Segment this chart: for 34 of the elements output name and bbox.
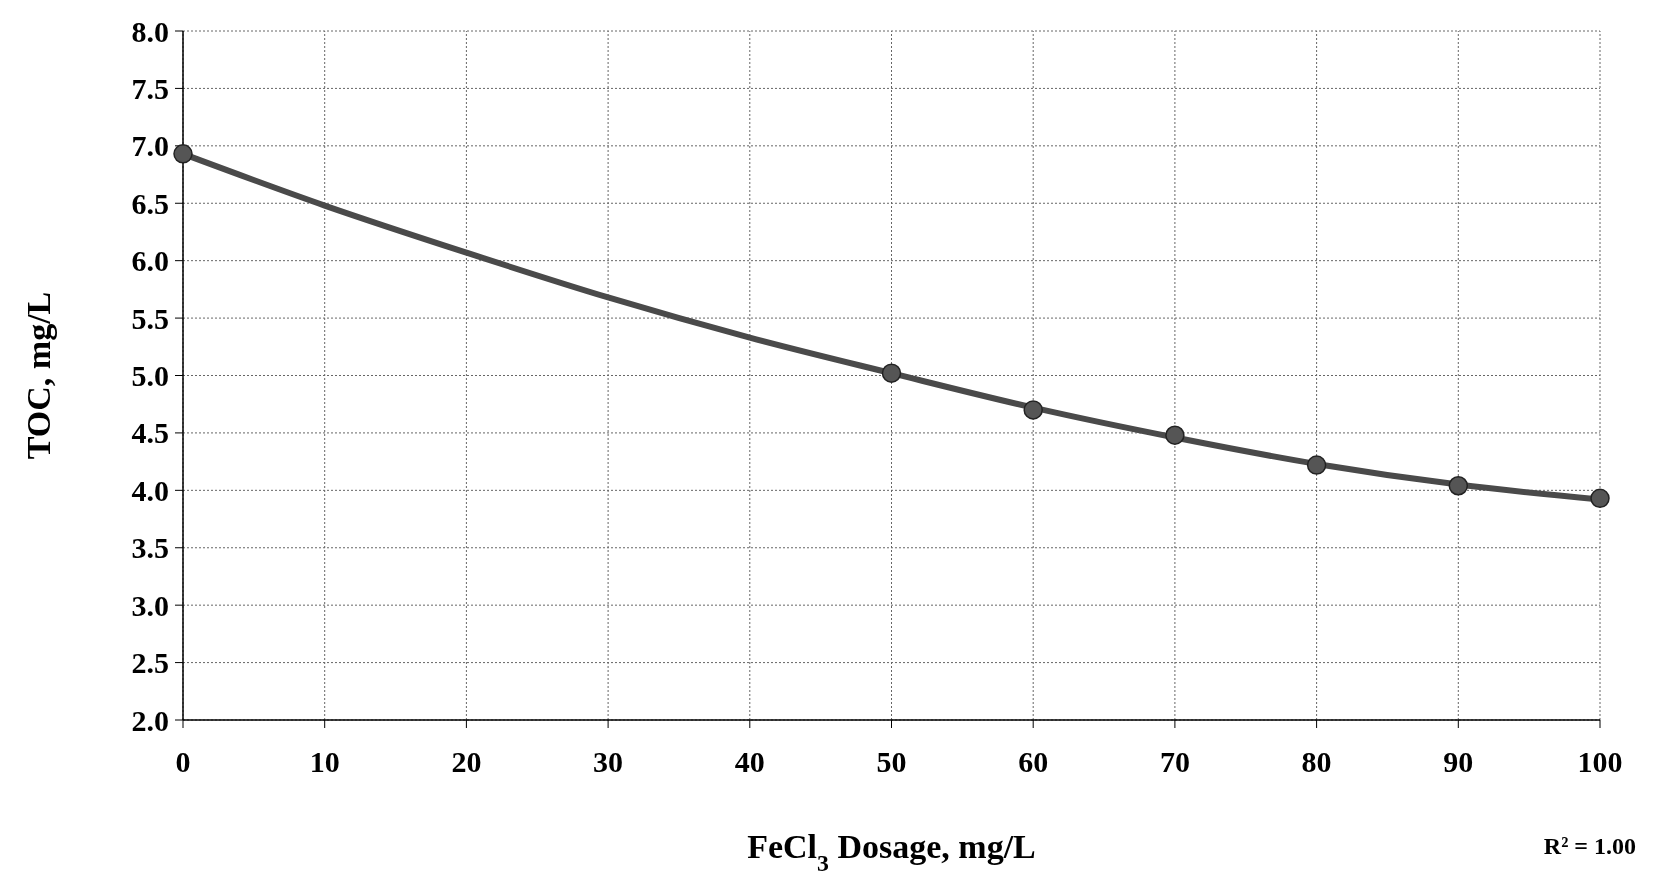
y-tick-label: 5.0 — [131, 359, 169, 392]
x-tick-label: 0 — [175, 745, 191, 778]
x-tick-label: 60 — [1018, 745, 1049, 778]
x-tick-label: 40 — [734, 745, 765, 778]
x-axis-title: FeCl$_{3}$ Dosage, mg/L — [747, 828, 1036, 876]
point — [1165, 425, 1185, 445]
x-tick-label: 80 — [1301, 745, 1332, 778]
point — [1590, 488, 1610, 509]
y-tick-label: 8.0 — [131, 14, 169, 48]
y-tick-label: 7.5 — [131, 71, 169, 105]
point — [173, 144, 193, 164]
point — [1306, 455, 1327, 475]
x-tick-label: 70 — [1159, 745, 1190, 778]
x-tick-label: 100 — [1577, 745, 1623, 778]
y-axis-title: TOC, mg/L — [20, 291, 57, 460]
y-tick-label: 6.5 — [131, 186, 169, 220]
y-tick-label: 2.0 — [131, 703, 169, 737]
point — [1023, 400, 1043, 420]
y-tick-label: 6.0 — [131, 244, 169, 278]
y-tick-label: 2.5 — [131, 646, 169, 680]
text: R² = 1.00 — [1543, 833, 1636, 859]
y-tick-label: 7.0 — [131, 129, 169, 163]
x-tick-label: 90 — [1443, 745, 1474, 778]
y-tick-label: 3.5 — [131, 531, 169, 565]
point — [881, 363, 902, 383]
x-tick-label: 50 — [876, 745, 907, 778]
y-tick-label: 5.5 — [131, 301, 169, 335]
x-tick-label: 20 — [451, 745, 482, 778]
point — [1448, 475, 1469, 496]
x-tick-label: 30 — [593, 745, 624, 778]
x-tick-label: 10 — [309, 745, 340, 778]
y-tick-label: 4.0 — [131, 473, 169, 507]
y-tick-label: 3.0 — [131, 588, 169, 622]
y-tick-label: 4.5 — [131, 416, 169, 450]
